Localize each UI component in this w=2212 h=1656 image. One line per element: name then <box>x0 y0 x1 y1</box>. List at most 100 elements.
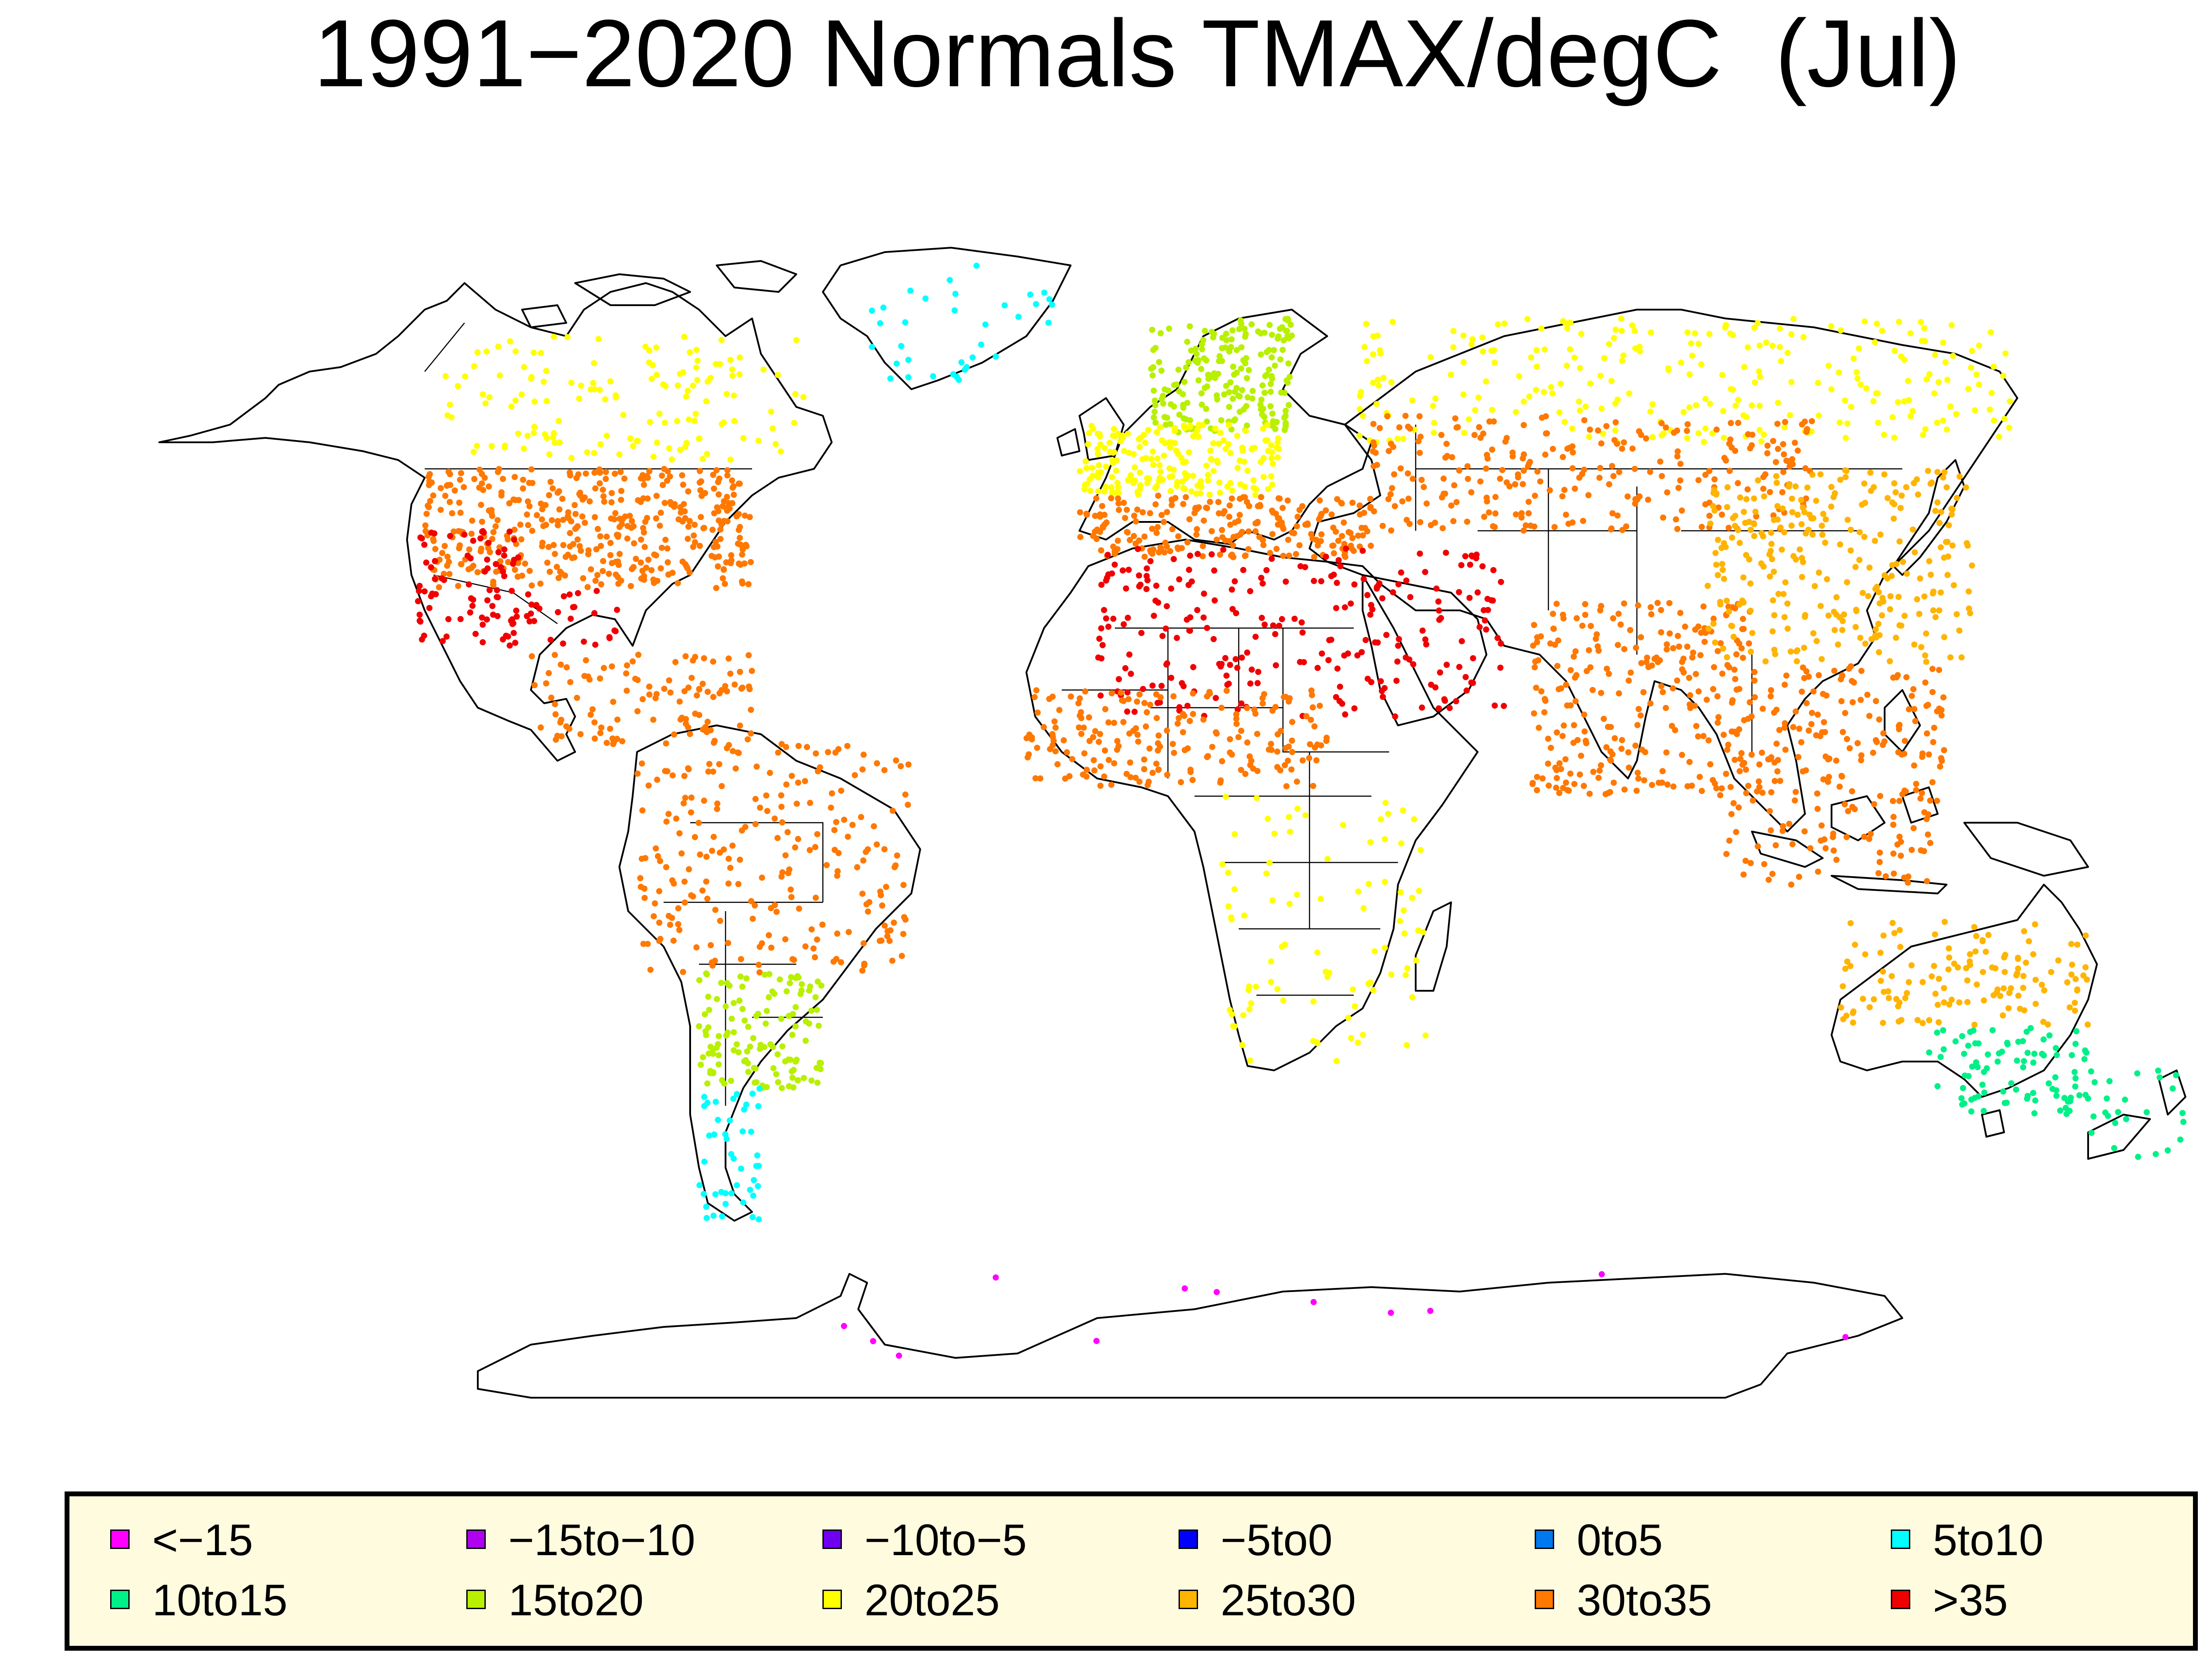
station-dot <box>802 778 808 784</box>
station-dot <box>614 606 620 613</box>
station-dot <box>1145 778 1152 785</box>
station-dot <box>1167 488 1174 494</box>
station-dot <box>1886 658 1893 664</box>
station-dot <box>664 559 671 566</box>
station-dot <box>1402 654 1409 661</box>
station-dot <box>1849 788 1855 794</box>
station-dot <box>1903 484 1909 491</box>
station-dot <box>1844 579 1850 586</box>
station-dot <box>671 731 677 738</box>
station-dot <box>1150 364 1156 371</box>
station-dot <box>1195 377 1202 383</box>
station-dot <box>1582 612 1589 618</box>
station-dot <box>702 1011 708 1018</box>
station-dot <box>700 1054 707 1061</box>
station-dot <box>1367 542 1374 549</box>
station-dot <box>1229 606 1236 612</box>
station-dot <box>1838 1004 1844 1011</box>
station-dot <box>1333 579 1340 586</box>
station-dot <box>1253 795 1260 801</box>
station-dot <box>1244 394 1251 401</box>
station-dot <box>693 364 699 371</box>
station-dot <box>733 1182 740 1188</box>
station-dot <box>1910 825 1917 832</box>
station-dot <box>744 1048 750 1055</box>
station-dot <box>1352 1003 1358 1010</box>
station-dot <box>1121 621 1127 628</box>
station-dot <box>1168 439 1175 446</box>
station-dot <box>1314 665 1321 671</box>
station-dot <box>1318 531 1325 538</box>
station-dot <box>1923 630 1929 637</box>
station-dot <box>1771 778 1778 784</box>
station-dot <box>1498 640 1504 647</box>
station-dot <box>1080 771 1087 778</box>
station-dot <box>1285 360 1292 367</box>
station-dot <box>1792 483 1799 490</box>
station-dot <box>727 456 734 463</box>
station-dot <box>2001 416 2008 422</box>
station-dot <box>1751 677 1758 684</box>
station-dot <box>1819 522 1825 529</box>
station-dot <box>597 441 604 448</box>
station-dot <box>1895 594 1902 600</box>
station-dot <box>1431 420 1437 426</box>
station-dot <box>538 350 544 356</box>
station-dot <box>669 772 676 779</box>
station-dot <box>1780 469 1787 475</box>
station-dot <box>802 943 809 950</box>
station-dot <box>803 1038 809 1044</box>
station-dot <box>1768 687 1774 694</box>
station-dot <box>1981 1108 1987 1114</box>
station-dot <box>1096 431 1103 437</box>
station-dot <box>1870 749 1876 756</box>
station-dot <box>1598 440 1605 447</box>
station-dot <box>1367 839 1374 845</box>
station-dot <box>2061 1095 2068 1101</box>
station-dot <box>1091 767 1098 774</box>
station-dot <box>1687 705 1694 711</box>
station-dot <box>1450 518 1457 525</box>
station-dot <box>723 391 730 397</box>
station-dot <box>1552 764 1559 771</box>
station-dot <box>1802 465 1809 472</box>
station-dot <box>1638 634 1644 640</box>
station-dot <box>1896 797 1903 804</box>
station-dot <box>2112 1119 2119 1126</box>
station-dot <box>1218 417 1225 424</box>
station-dot <box>1159 632 1166 639</box>
station-dot <box>1884 575 1891 582</box>
station-dot <box>1674 526 1681 532</box>
station-dot <box>1248 321 1255 328</box>
station-dot <box>1921 593 1928 600</box>
station-dot <box>750 1192 757 1199</box>
station-dot <box>722 581 728 587</box>
station-dot <box>496 544 503 551</box>
station-dot <box>1926 1017 1932 1024</box>
station-dot <box>1131 513 1137 519</box>
station-dot <box>733 513 740 520</box>
station-dot <box>1182 747 1188 753</box>
station-dot <box>749 1214 756 1220</box>
station-dot <box>1536 724 1542 731</box>
legend-swatch <box>110 1530 130 1549</box>
station-dot <box>2000 372 2007 379</box>
station-dot <box>1856 557 1863 563</box>
station-dot <box>626 513 633 519</box>
station-dot <box>1430 402 1436 409</box>
station-dot <box>1194 526 1200 533</box>
station-dot <box>1525 510 1532 517</box>
station-dot <box>467 609 473 616</box>
station-dot <box>1782 724 1788 731</box>
station-dot <box>683 393 689 400</box>
station-dot <box>1234 433 1240 439</box>
station-dot <box>1859 996 1866 1002</box>
station-dot <box>1966 605 1972 612</box>
station-dot <box>1098 582 1105 588</box>
station-dot <box>624 662 630 669</box>
station-dot <box>667 473 673 480</box>
station-dot <box>1533 387 1539 393</box>
station-dot <box>1930 607 1936 613</box>
station-dot <box>1513 511 1519 518</box>
station-dot <box>1286 695 1293 702</box>
